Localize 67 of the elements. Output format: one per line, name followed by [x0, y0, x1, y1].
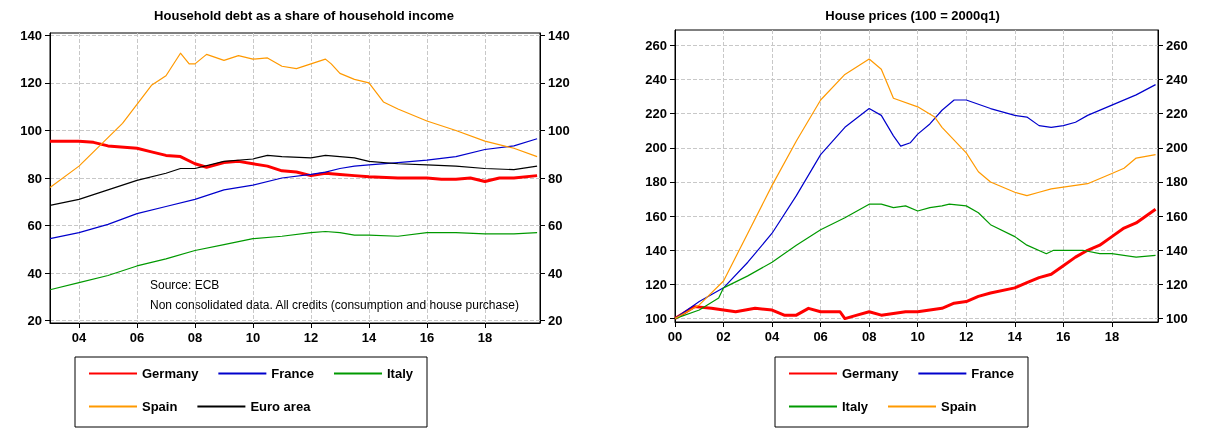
y-tick-label: 120	[20, 75, 42, 91]
legend-label: Italy	[842, 399, 869, 414]
legend-label: Germany	[142, 366, 200, 381]
x-tick-label: 12	[959, 329, 974, 344]
line-series	[49, 138, 538, 240]
legend-label: Euro area	[250, 399, 312, 414]
y-tick-label: 140	[645, 242, 667, 258]
y2-tick-label: 120	[548, 75, 570, 91]
y2-tick-label: 40	[548, 265, 563, 281]
y-tick-label: 60	[27, 218, 42, 234]
x-tick-label: 18	[1104, 329, 1120, 344]
x-tick-label: 14	[361, 330, 377, 345]
y-tick-label: 260	[645, 37, 667, 53]
annotation: Source: ECB	[150, 278, 220, 292]
y2-tick-label: 60	[548, 218, 563, 234]
x-tick-label: 18	[477, 330, 493, 345]
y-tick-label: 220	[645, 106, 667, 122]
y-tick-label: 80	[27, 170, 42, 186]
chart-title: House prices (100 = 2000q1)	[825, 8, 1000, 23]
y-tick-label: 160	[645, 208, 667, 224]
x-tick-label: 04	[71, 330, 87, 345]
legend-label: Germany	[842, 366, 900, 381]
y-tick-label: 120	[645, 276, 667, 292]
x-tick-label: 10	[910, 329, 925, 344]
y-tick-label: 140	[20, 27, 42, 43]
legend-label: Spain	[142, 399, 178, 414]
y2-tick-label: 20	[548, 313, 563, 329]
y-tick-label: 240	[645, 72, 667, 88]
y-tick-label: 180	[645, 174, 667, 190]
x-tick-label: 04	[764, 329, 781, 344]
x-tick-label: 08	[187, 330, 203, 345]
legend-label: Spain	[941, 399, 977, 414]
chart-title: Household debt as a share of household income	[154, 8, 454, 23]
x-tick-label: 06	[129, 330, 145, 345]
x-tick-label: 02	[716, 329, 731, 344]
line-series	[49, 230, 538, 291]
y2-tick-label: 140	[548, 27, 570, 43]
x-tick-label: 16	[419, 330, 435, 345]
x-tick-label: 06	[813, 329, 828, 344]
y2-tick-label: 140	[1166, 242, 1188, 258]
y2-tick-label: 120	[1166, 276, 1188, 292]
y2-tick-label: 220	[1166, 106, 1188, 122]
line-series	[48, 139, 539, 184]
y2-tick-label: 240	[1166, 72, 1188, 88]
y2-tick-label: 160	[1166, 208, 1188, 224]
line-series	[49, 52, 538, 189]
y2-tick-label: 100	[548, 122, 570, 138]
x-tick-label: 16	[1056, 329, 1071, 344]
y-tick-label: 100	[645, 311, 667, 327]
annotation: Non consolidated data. All credits (consumption and house purchase)	[150, 298, 519, 312]
y2-tick-label: 80	[548, 170, 563, 186]
y2-tick-label: 100	[1166, 311, 1188, 327]
y-tick-label: 100	[20, 122, 42, 138]
y-tick-label: 20	[27, 313, 42, 329]
x-tick-label: 00	[667, 329, 683, 344]
x-tick-label: 08	[861, 329, 877, 344]
x-tick-label: 10	[245, 330, 261, 345]
legend-label: Italy	[386, 366, 414, 381]
y2-tick-label: 200	[1166, 140, 1188, 156]
y2-tick-label: 260	[1166, 37, 1188, 53]
y-tick-label: 200	[645, 140, 667, 156]
y2-tick-label: 180	[1166, 174, 1188, 190]
legend-label: France	[271, 366, 314, 381]
x-tick-label: 12	[303, 330, 319, 345]
y-tick-label: 40	[27, 265, 42, 281]
x-tick-label: 14	[1007, 329, 1023, 344]
legend-label: France	[971, 366, 1014, 381]
